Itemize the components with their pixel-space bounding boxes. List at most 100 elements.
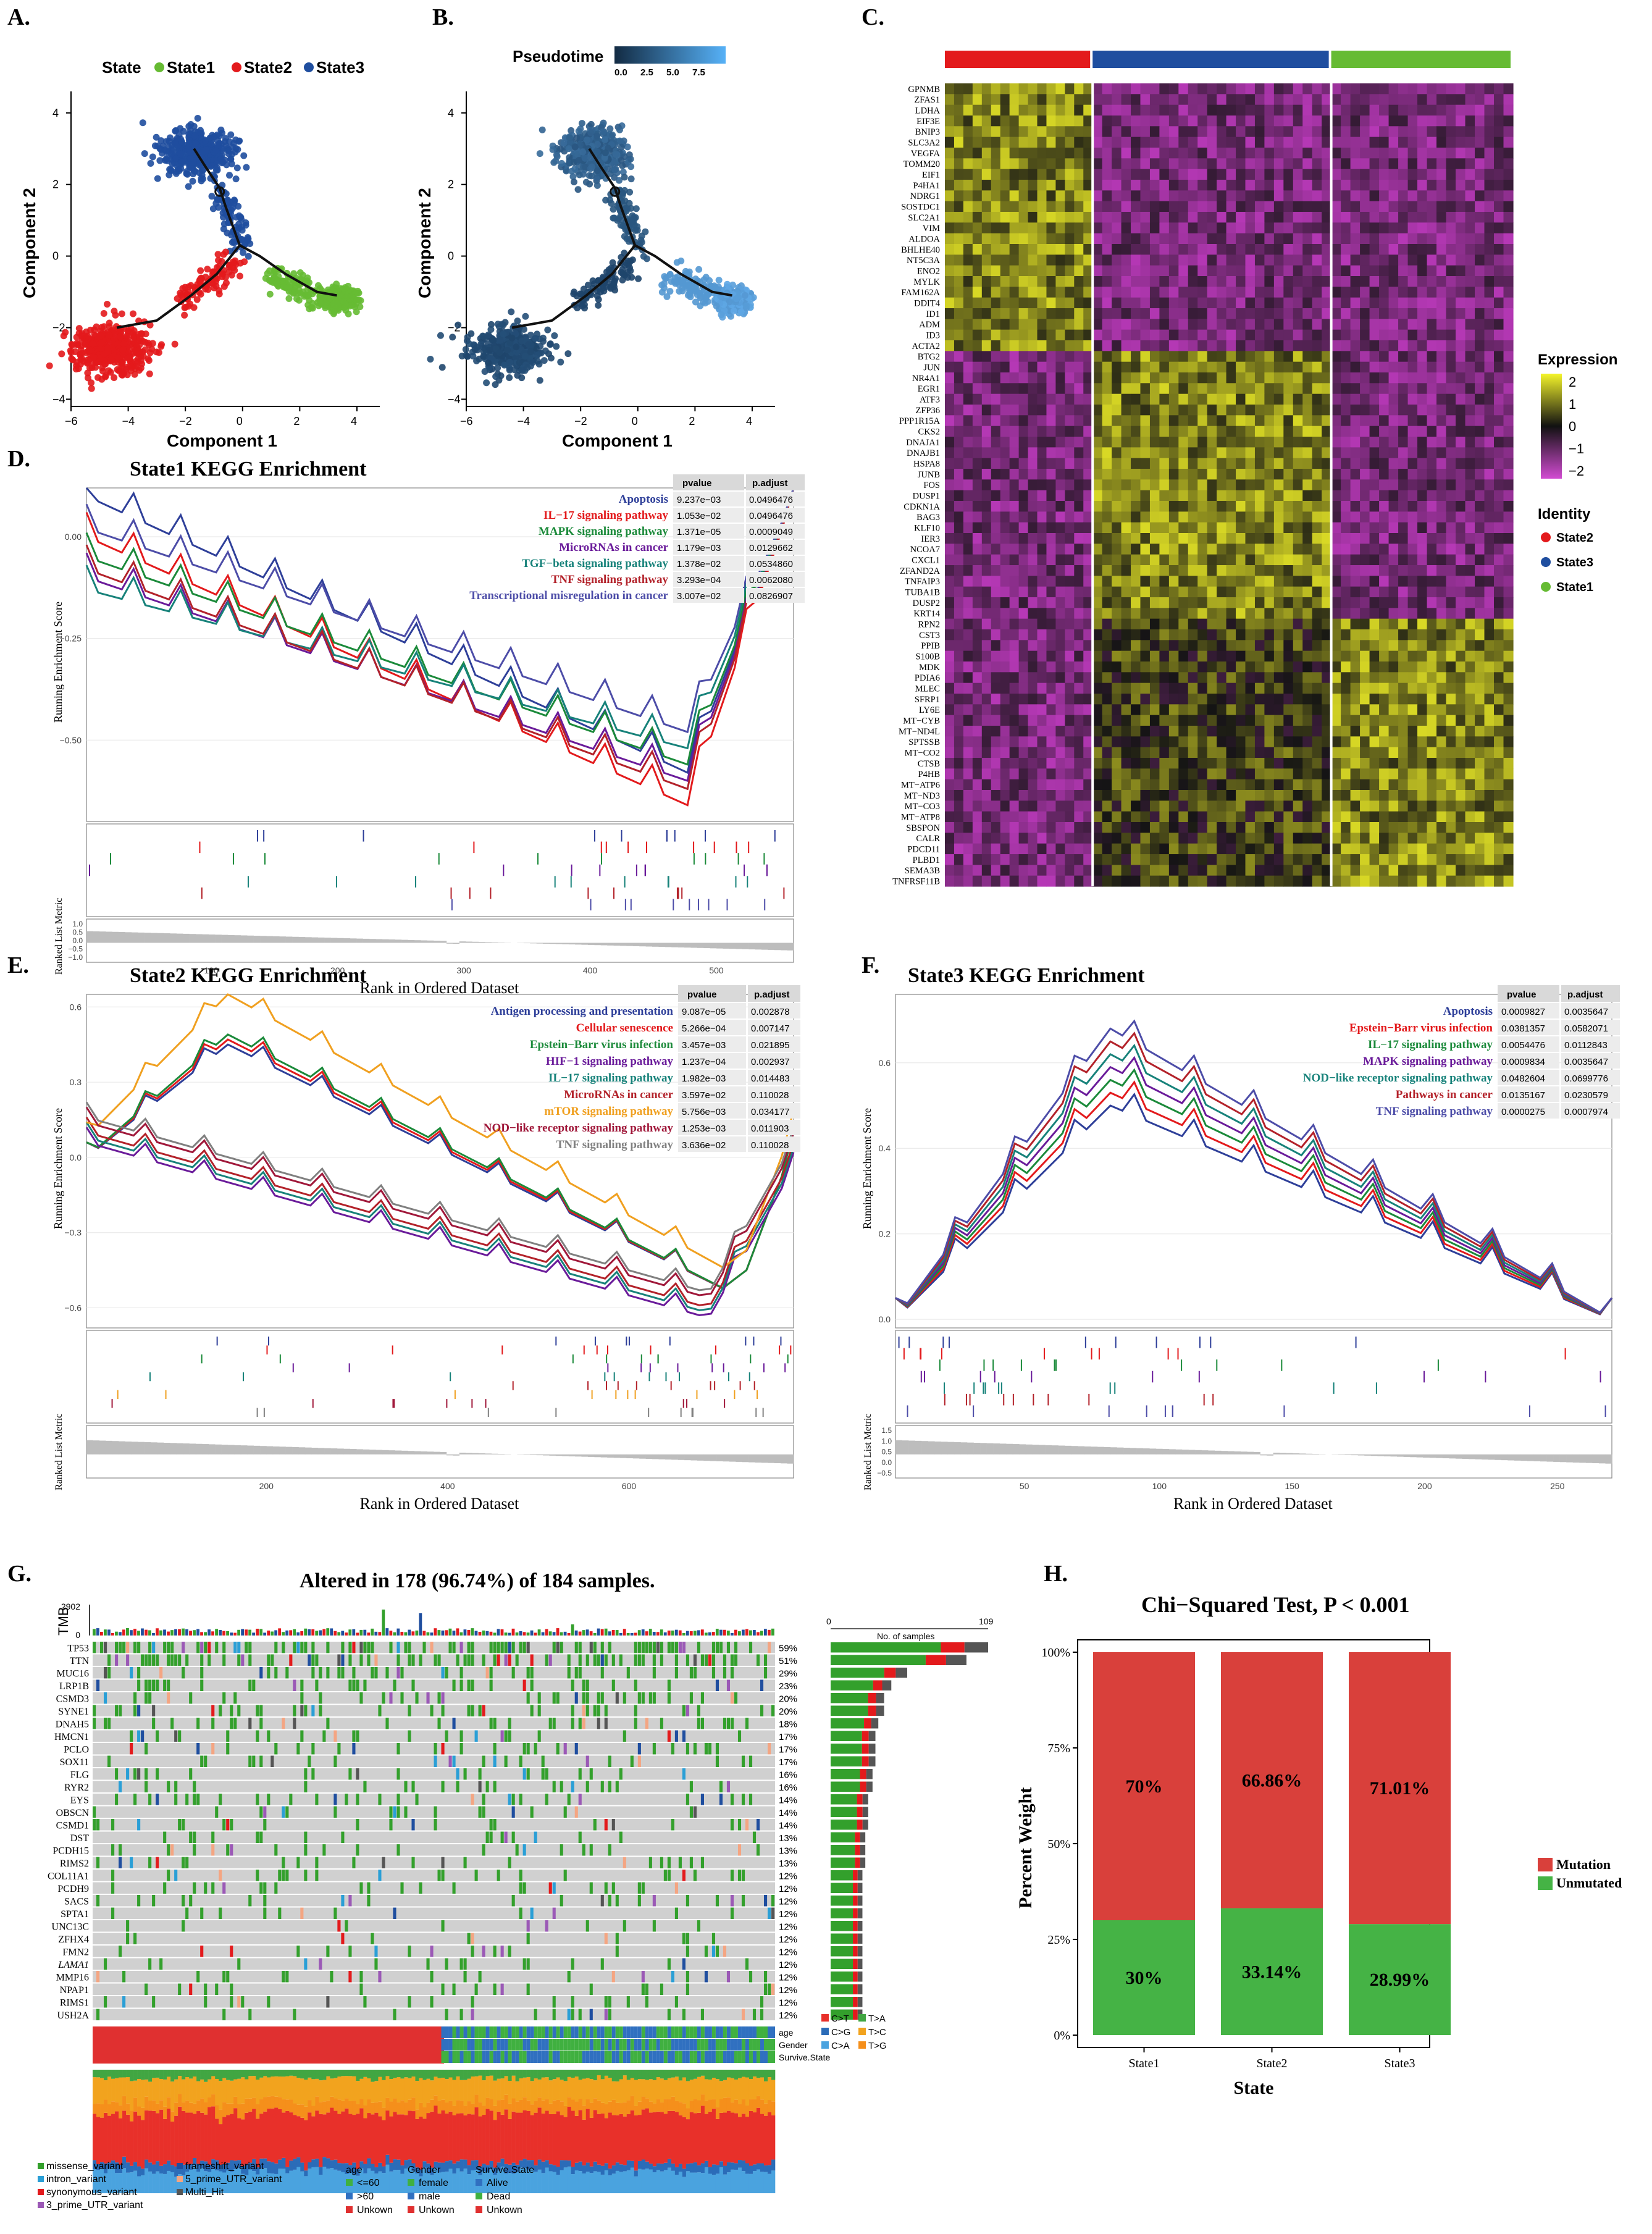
heatmap-cell [1074, 158, 1084, 170]
heatmap-cell [1379, 244, 1390, 255]
heatmap-cell [1236, 136, 1246, 148]
heatmap-cell [1245, 287, 1256, 298]
heatmap-cell [1436, 190, 1447, 202]
heatmap-cell [1283, 201, 1294, 212]
heatmap-cell [1331, 276, 1341, 287]
cell-point [174, 142, 182, 149]
heatmap-cell [1273, 233, 1284, 245]
heatmap-cell [1302, 329, 1313, 341]
heatmap-cell [1207, 319, 1217, 330]
heatmap-cell [1465, 94, 1475, 106]
cell-point [593, 167, 601, 175]
heatmap-cell [991, 158, 1001, 170]
cell-point [353, 308, 360, 316]
heatmap-cell [1427, 361, 1437, 373]
heatmap-cell [1446, 222, 1456, 234]
heatmap-cell [963, 393, 973, 405]
heatmap-cell [1217, 329, 1227, 341]
heatmap-cell [1446, 244, 1456, 255]
heatmap-cell [1484, 126, 1495, 138]
heatmap-cell [1273, 180, 1284, 191]
heatmap-cell [1217, 94, 1227, 106]
heatmap-cell [1207, 383, 1217, 395]
heatmap-cell [1018, 405, 1029, 416]
heatmap-cell [1407, 393, 1418, 405]
cell-point [232, 175, 240, 183]
heatmap-cell [1102, 233, 1112, 245]
heatmap-cell [1055, 222, 1065, 234]
heatmap-cell [1283, 415, 1294, 427]
cell-point [737, 308, 745, 316]
cell-point [183, 170, 191, 178]
x-tick-label: −6 [65, 415, 78, 427]
heatmap-cell [1379, 158, 1390, 170]
cell-point [185, 130, 193, 138]
heatmap-cell [1046, 169, 1056, 180]
heatmap-cell [1046, 405, 1056, 416]
heatmap-cell [1197, 158, 1208, 170]
heatmap-cell [1398, 136, 1409, 148]
cell-point [171, 340, 178, 348]
heatmap-cell [1436, 222, 1447, 234]
heatmap-cell [1149, 340, 1160, 351]
heatmap-cell [1037, 254, 1047, 266]
heatmap-cell [1009, 136, 1020, 148]
heatmap-cell [1503, 244, 1514, 255]
heatmap-cell [954, 158, 964, 170]
x-axis-title: Component 1 [167, 431, 277, 450]
heatmap-cell [1331, 405, 1341, 416]
heatmap-cell [1427, 276, 1437, 287]
heatmap-cell [1046, 190, 1056, 202]
heatmap-cell [1112, 426, 1122, 437]
heatmap-cell [1273, 351, 1284, 363]
cell-point [516, 359, 523, 366]
heatmap-cell [1350, 94, 1361, 106]
heatmap-cell [1121, 104, 1131, 116]
heatmap-cell [1140, 340, 1151, 351]
heatmap-cell [1009, 308, 1020, 319]
heatmap-cell [1283, 126, 1294, 138]
heatmap-cell [1000, 104, 1010, 116]
heatmap-cell [1245, 319, 1256, 330]
heatmap-cell [1168, 405, 1179, 416]
heatmap-cell [1037, 383, 1047, 395]
gene-label: MYLK [913, 277, 940, 287]
heatmap-cell [1254, 180, 1265, 191]
heatmap-cell [1360, 361, 1370, 373]
heatmap-cell [991, 212, 1001, 223]
heatmap-cell [1350, 126, 1361, 138]
cell-point [181, 311, 188, 319]
cell-point [542, 347, 549, 355]
heatmap-cell [1168, 115, 1179, 127]
heatmap-cell [1159, 405, 1170, 416]
gene-label: ID3 [926, 331, 940, 341]
heatmap-cell [1331, 426, 1341, 437]
heatmap-cell [1055, 254, 1065, 266]
heatmap-cell [1302, 158, 1313, 170]
heatmap-cell [981, 136, 992, 148]
heatmap-cell [1207, 437, 1217, 448]
heatmap-cell [1112, 372, 1122, 384]
heatmap-cell [954, 437, 964, 448]
heatmap-cell [1360, 287, 1370, 298]
cell-point [203, 146, 210, 154]
heatmap-cell [1379, 437, 1390, 448]
gene-label: P4HA1 [913, 181, 940, 191]
heatmap-cell [1046, 383, 1056, 395]
cell-point [437, 332, 444, 339]
heatmap-cell [1131, 329, 1141, 341]
heatmap-cell [1302, 393, 1313, 405]
heatmap-cell [1245, 136, 1256, 148]
heatmap-cell [1503, 276, 1514, 287]
heatmap-cell [1427, 287, 1437, 298]
heatmap-cell [981, 405, 992, 416]
heatmap-cell [1121, 148, 1131, 159]
panel-label-F: F. [862, 952, 879, 978]
heatmap-cell [1264, 297, 1275, 309]
heatmap-cell [1436, 372, 1447, 384]
heatmap-cell [1465, 233, 1475, 245]
heatmap-cell [1494, 437, 1504, 448]
heatmap-cell [1503, 126, 1514, 138]
cell-point [245, 253, 252, 260]
heatmap-cell [1168, 180, 1179, 191]
